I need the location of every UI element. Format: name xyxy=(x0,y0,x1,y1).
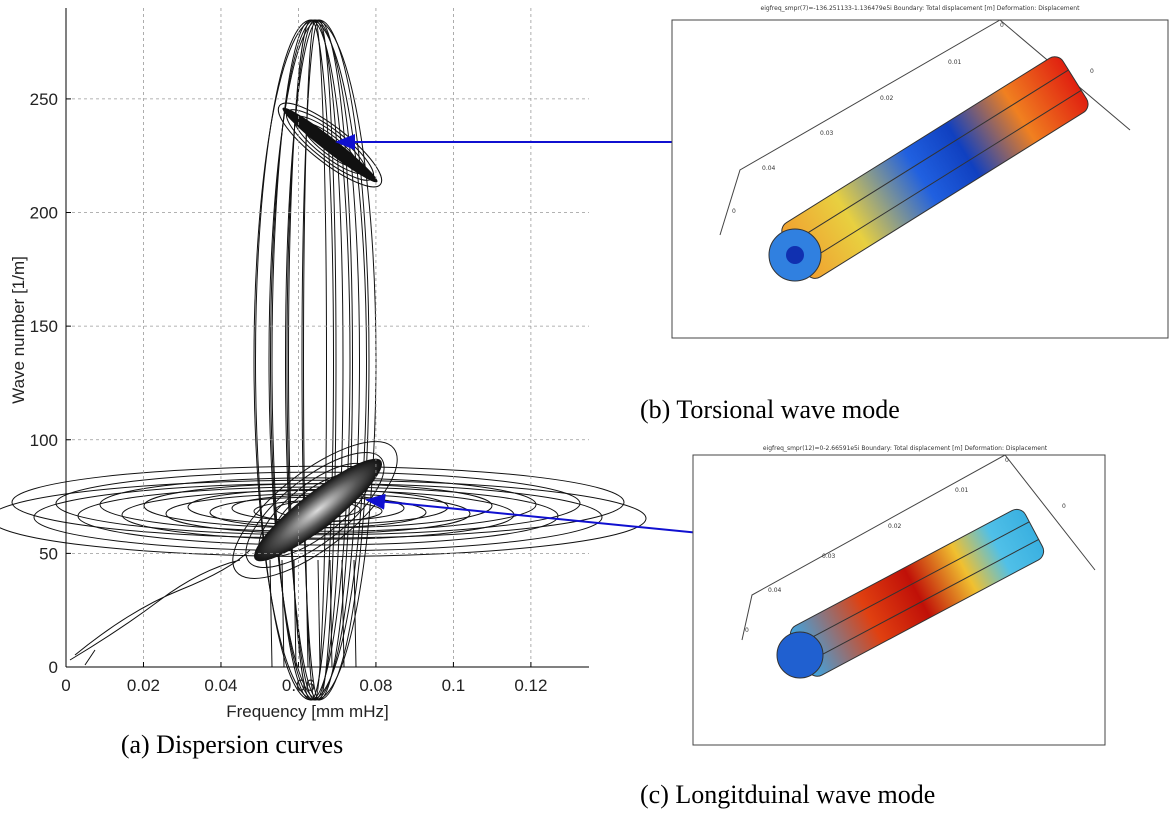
contour xyxy=(293,559,297,668)
contour xyxy=(269,559,273,668)
y-axis-label: Wave number [1/m] xyxy=(9,256,28,404)
contour xyxy=(232,441,398,579)
strand xyxy=(795,521,1030,647)
caption: (a) Dispersion curves xyxy=(121,730,343,759)
axis-label: 0.04 xyxy=(762,165,776,172)
y-tick-label: 0 xyxy=(49,658,58,677)
ridge xyxy=(253,458,383,562)
x-axis-label: Frequency [mm mHz] xyxy=(226,702,388,721)
contour xyxy=(245,451,385,569)
panel-header: eigfreq_smpr(7)=-136.251133-1.136479e5i … xyxy=(761,5,1081,12)
contour xyxy=(341,559,345,668)
axis-label: 0.04 xyxy=(768,587,782,594)
x-tick-label: 0.08 xyxy=(359,676,392,695)
y-tick-label: 100 xyxy=(30,431,58,450)
cylinder xyxy=(781,56,1089,279)
panel-c: eigfreq_smpr(12)=0-2.66591e5i Boundary: … xyxy=(692,445,1106,746)
contour xyxy=(353,559,357,668)
cylinder-core xyxy=(786,246,804,264)
panel-b: eigfreq_smpr(7)=-136.251133-1.136479e5i … xyxy=(671,5,1169,339)
axis-label: 0.02 xyxy=(888,523,902,530)
axis-label: 0 xyxy=(1000,22,1004,29)
contour xyxy=(11,465,625,539)
ridge xyxy=(282,107,378,183)
contour xyxy=(253,19,377,701)
x-tick-label: 0.02 xyxy=(127,676,160,695)
y-tick-label: 150 xyxy=(30,317,58,336)
panel-header: eigfreq_smpr(12)=0-2.66591e5i Boundary: … xyxy=(763,445,1048,452)
strand xyxy=(801,89,1082,266)
axis-label: 0.01 xyxy=(955,487,969,494)
strand xyxy=(788,69,1069,246)
axes: 0 0.02 0.04 0.06 0.08 0.1 0.12 0 50 100 150 200 250 F… xyxy=(9,8,589,759)
axis-label: 0.03 xyxy=(822,553,836,560)
contour xyxy=(69,549,251,666)
contour xyxy=(0,479,647,558)
contour xyxy=(305,559,309,668)
contour xyxy=(268,19,370,701)
y-tick-label: 200 xyxy=(30,204,58,223)
axis-label: 0.01 xyxy=(948,59,962,66)
y-tick-label: 50 xyxy=(39,544,58,563)
box-edge xyxy=(741,454,1096,641)
contour xyxy=(317,559,321,668)
x-tick-label: 0.12 xyxy=(514,676,547,695)
strand xyxy=(804,538,1039,665)
axis-label: 0 xyxy=(745,627,749,634)
contour xyxy=(281,559,285,668)
axis-label: 0.03 xyxy=(820,130,834,137)
contour xyxy=(329,559,333,668)
axis-label: 0.02 xyxy=(880,95,894,102)
x-tick-label: 0.06 xyxy=(282,676,315,695)
axis-label: 0 xyxy=(1005,457,1009,464)
x-tick-label: 0.04 xyxy=(204,676,237,695)
caption: (c) Longitduinal wave mode xyxy=(640,780,935,809)
axis-label: 0 xyxy=(732,208,736,215)
y-tick-label: 250 xyxy=(30,90,58,109)
contour xyxy=(255,19,367,701)
contour-lines xyxy=(0,19,647,701)
axis-label: 0 xyxy=(1062,503,1066,510)
cylinder-end xyxy=(776,631,824,679)
x-tick-label: 0 xyxy=(61,676,70,695)
contour xyxy=(277,102,383,188)
axis-label: 0 xyxy=(1090,68,1094,75)
contour xyxy=(55,471,581,536)
caption: (b) Torsional wave mode xyxy=(640,395,900,424)
contour xyxy=(270,19,360,701)
x-tick-label: 0.1 xyxy=(442,676,466,695)
